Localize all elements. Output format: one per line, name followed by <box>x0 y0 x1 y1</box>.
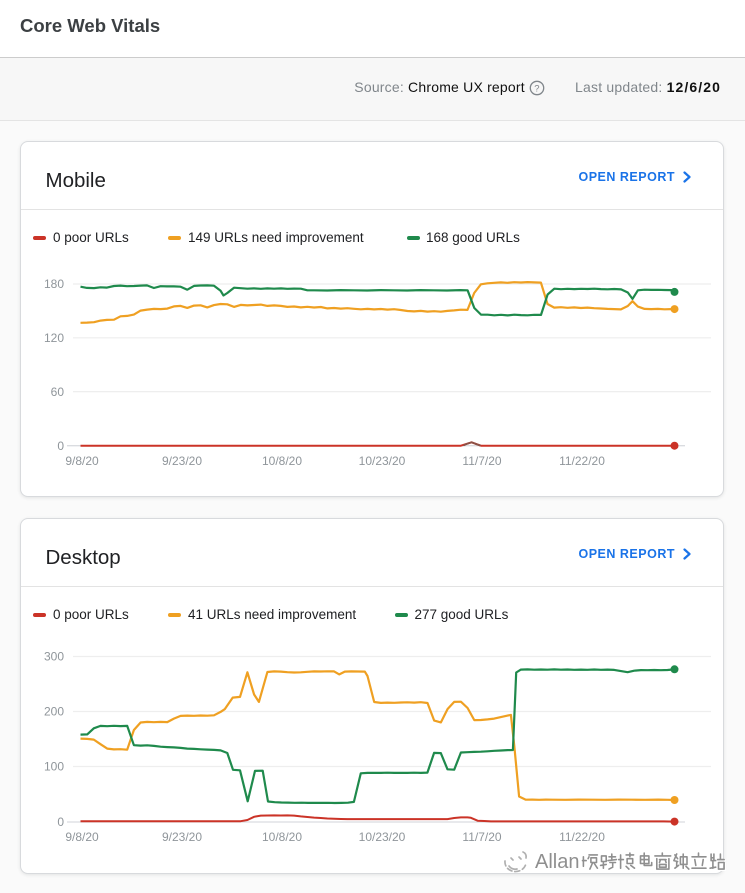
svg-text:0: 0 <box>57 815 64 829</box>
svg-text:10/8/20: 10/8/20 <box>262 454 302 468</box>
svg-text:0: 0 <box>57 439 64 453</box>
svg-text:200: 200 <box>44 705 64 719</box>
svg-text:100: 100 <box>44 760 64 774</box>
svg-text:120: 120 <box>44 331 64 345</box>
svg-text:Allan: Allan <box>536 852 580 874</box>
svg-text:11/22/20: 11/22/20 <box>559 454 605 468</box>
svg-text:9/23/20: 9/23/20 <box>162 454 202 468</box>
svg-text:Allan: Allan <box>535 851 579 873</box>
svg-text:60: 60 <box>51 385 65 399</box>
svg-text:10/23/20: 10/23/20 <box>359 830 406 844</box>
svg-text:11/22/20: 11/22/20 <box>559 830 605 844</box>
svg-text:?: ? <box>534 83 539 94</box>
svg-text:10/8/20: 10/8/20 <box>262 830 302 844</box>
svg-text:11/7/20: 11/7/20 <box>462 830 501 844</box>
svg-text:9/8/20: 9/8/20 <box>65 830 99 844</box>
svg-text:10/23/20: 10/23/20 <box>359 454 406 468</box>
svg-text:300: 300 <box>44 650 64 664</box>
svg-text:9/23/20: 9/23/20 <box>162 830 202 844</box>
svg-text:180: 180 <box>44 277 64 291</box>
svg-text:9/8/20: 9/8/20 <box>65 454 99 468</box>
svg-text:11/7/20: 11/7/20 <box>462 454 501 468</box>
